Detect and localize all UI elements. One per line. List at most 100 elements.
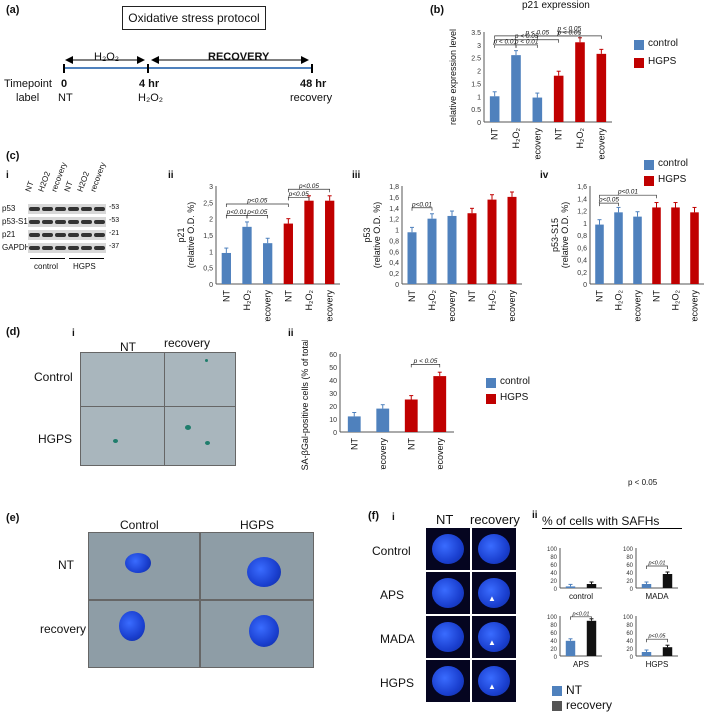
sabgal-control-recovery-image bbox=[164, 352, 236, 408]
y-tick-label: 1 bbox=[209, 249, 213, 256]
x-tick-label: recovery bbox=[690, 290, 700, 322]
significance-bracket bbox=[225, 203, 289, 207]
y-tick-label: 1,5 bbox=[203, 233, 213, 240]
y-tick-label: 0 bbox=[630, 587, 634, 593]
mini-chart-title: control bbox=[569, 592, 593, 600]
wb-row-label: p21 bbox=[2, 230, 16, 239]
y-tick-label: 1 bbox=[395, 228, 399, 235]
y-axis-label: relative expression level bbox=[448, 29, 458, 125]
p21-od-chart: 0 0,5 1 1,5 2 2,5 3 p21 (relative O.D. %) NT H₂O₂ r… bbox=[176, 183, 340, 322]
sabgal-control-nt-image bbox=[80, 352, 166, 408]
y-tick-label: 40 bbox=[626, 639, 633, 645]
wb-band bbox=[81, 220, 92, 224]
x-tick-label: H₂O₂ bbox=[242, 290, 252, 311]
bar bbox=[467, 213, 477, 284]
y-tick-label: 40 bbox=[550, 571, 557, 577]
significance-label: p < 0.05 bbox=[556, 26, 581, 33]
y-tick-label: 20 bbox=[550, 647, 557, 653]
y-tick-label: 1,4 bbox=[389, 206, 399, 213]
significance-label: p<0.05 bbox=[288, 191, 309, 198]
significance-bracket bbox=[287, 188, 331, 193]
significance-label: p<0.05 bbox=[648, 634, 667, 640]
wb-band bbox=[81, 233, 92, 237]
significance-label: p < 0.01 bbox=[514, 38, 539, 45]
y-tick-label: 2,5 bbox=[203, 200, 213, 207]
significance-label: p<0.05 bbox=[246, 197, 267, 204]
f-nucleus-image: ▲ bbox=[472, 616, 516, 658]
legend-b-hgps-swatch bbox=[634, 58, 644, 68]
x-tick-label: H₂O₂ bbox=[304, 290, 314, 311]
y-axis-label: p53-S15 bbox=[550, 218, 560, 252]
timeline-svg bbox=[63, 56, 313, 73]
d-row-control: Control bbox=[34, 370, 73, 384]
significance-bracket bbox=[494, 39, 560, 43]
bar bbox=[596, 53, 607, 122]
wb-band bbox=[55, 246, 66, 250]
significance-label: p<0.01 bbox=[648, 561, 666, 567]
wb-band bbox=[42, 246, 53, 250]
safh-mada-chart: 0 20 40 60 80 100 MADA p<0.01 bbox=[623, 547, 678, 600]
significance-bracket bbox=[599, 202, 619, 207]
bar bbox=[614, 212, 623, 284]
significance-bracket bbox=[515, 44, 538, 48]
y-tick-label: 0,8 bbox=[577, 233, 587, 240]
safh-hgps-chart: 0 20 40 60 80 100 HGPS p<0.05 bbox=[623, 615, 678, 668]
panel-d-label: (d) bbox=[6, 326, 21, 338]
f-nucleus-image bbox=[426, 660, 470, 702]
wb-row-label: p53 bbox=[2, 204, 16, 213]
y-tick-label: 1 bbox=[583, 221, 587, 228]
x-tick-label: recovery bbox=[263, 290, 273, 322]
y-tick-label: 60 bbox=[626, 631, 633, 637]
t48-label: 48 hr bbox=[300, 78, 327, 90]
f-col-recovery: recovery bbox=[470, 512, 520, 527]
y-tick-label: 20 bbox=[626, 647, 633, 653]
f-nucleus-image bbox=[426, 572, 470, 614]
significance-bracket bbox=[246, 215, 269, 219]
y-tick-label: 100 bbox=[623, 615, 634, 621]
significance-bracket bbox=[287, 197, 310, 201]
bar bbox=[652, 207, 661, 284]
panel-e-label: (e) bbox=[6, 512, 20, 524]
significance-label: p<0.01 bbox=[411, 201, 432, 208]
significance-bracket bbox=[558, 31, 581, 35]
y-tick-label: 100 bbox=[547, 615, 558, 621]
panel-b-title: p21 expression bbox=[522, 0, 590, 11]
y-tick-label: 2.5 bbox=[471, 56, 481, 63]
label-label: label bbox=[16, 92, 40, 104]
f-nucleus-image bbox=[426, 528, 470, 570]
h2o2-phase-label: H₂O₂ bbox=[94, 51, 120, 63]
panel-c-iv-label: iv bbox=[540, 170, 549, 181]
f-nucleus-image bbox=[426, 616, 470, 658]
wb-band bbox=[55, 220, 66, 224]
wb-kda-label: -53 bbox=[109, 217, 120, 224]
y-tick-label: 0 bbox=[554, 655, 558, 661]
significance-label: p<0.01 bbox=[617, 189, 638, 196]
wb-group-label: HGPS bbox=[73, 262, 96, 271]
significance-label: p < 0.05 bbox=[514, 33, 539, 40]
bar bbox=[511, 55, 521, 123]
arrowhead-icon: ▲ bbox=[488, 594, 496, 603]
protocol-title-box: Oxidative stress protocol bbox=[122, 6, 266, 30]
wb-row-label: GAPDH bbox=[2, 243, 31, 252]
y-axis-label: (relative O.D. %) bbox=[560, 202, 570, 269]
wb-band bbox=[42, 220, 53, 224]
fluo-control-recovery-image bbox=[88, 600, 200, 668]
bar bbox=[690, 212, 699, 284]
x-tick-label: NT bbox=[349, 438, 359, 450]
x-tick-label: H₂O₂ bbox=[614, 290, 624, 311]
bar bbox=[376, 408, 390, 432]
bar bbox=[427, 218, 437, 284]
mini-chart-title: HGPS bbox=[646, 660, 669, 668]
mini-chart-title: APS bbox=[573, 660, 589, 668]
significance-bracket bbox=[410, 364, 441, 368]
sabgal-hgps-nt-image bbox=[80, 406, 166, 466]
legend-b-control-label: control bbox=[648, 38, 679, 49]
wb-band bbox=[68, 233, 79, 237]
bar bbox=[586, 620, 597, 656]
bar bbox=[565, 640, 576, 656]
bar bbox=[586, 584, 597, 588]
y-tick-label: 30 bbox=[329, 391, 337, 398]
significance-label: p < 0.01 bbox=[492, 38, 517, 45]
y-tick-label: 20 bbox=[329, 404, 337, 411]
x-tick-label: NT bbox=[554, 128, 564, 140]
